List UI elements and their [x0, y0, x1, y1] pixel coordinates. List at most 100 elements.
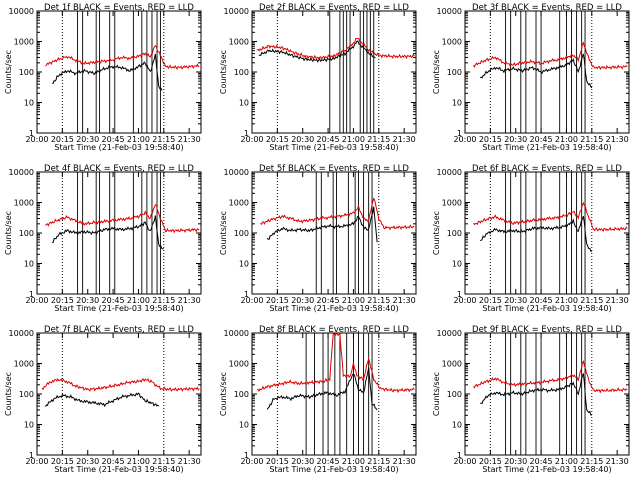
detector-panel-9: Det 9f BLACK = Events, RED = LLD 1 10 100 10…	[432, 325, 630, 474]
series-lld-red	[45, 204, 200, 234]
y-tick-label: 10	[239, 260, 249, 269]
y-tick-label: 100	[234, 68, 249, 77]
x-tick-label: 21:30	[606, 457, 629, 466]
series-lld-red	[473, 41, 628, 71]
y-tick-label: 10	[24, 421, 34, 430]
y-tick-label: 1000	[14, 38, 34, 47]
x-tick-label: 21:15	[367, 457, 390, 466]
x-tick-label: 21:00	[555, 296, 578, 305]
x-tick-label: 20:30	[76, 457, 99, 466]
x-axis-label: Start Time (21-Feb-03 19:58:40)	[54, 304, 183, 313]
x-tick-label: 21:15	[152, 457, 175, 466]
x-tick-label: 20:45	[102, 296, 125, 305]
y-axis-label: Counts/sec	[4, 211, 13, 255]
x-tick-label: 20:00	[453, 135, 476, 144]
series-events-black	[480, 216, 592, 252]
y-tick-label: 1000	[442, 360, 462, 369]
y-tick-label: 1000	[442, 38, 462, 47]
x-tick-label: 21:15	[580, 457, 603, 466]
x-tick-label: 20:00	[240, 135, 263, 144]
detector-panel-5: Det 5f BLACK = Events, RED = LLD 1 10 100 10…	[219, 164, 417, 313]
x-tick-label: 20:00	[25, 296, 48, 305]
y-axis-label: Counts/sec	[432, 211, 441, 255]
x-tick-label: 20:00	[240, 457, 263, 466]
panel-title: Det 6f BLACK = Events, RED = LLD	[472, 164, 622, 174]
x-tick-label: 20:00	[25, 135, 48, 144]
plot-frame	[251, 171, 417, 295]
x-tick-label: 21:00	[127, 135, 150, 144]
y-axis-label: Counts/sec	[4, 372, 13, 416]
x-tick-label: 20:15	[266, 135, 289, 144]
series-events-black	[45, 392, 160, 408]
y-tick-label: 100	[19, 390, 34, 399]
y-tick-label: 10	[452, 421, 462, 430]
series-events-black	[52, 53, 163, 91]
y-axis-label: Counts/sec	[432, 50, 441, 94]
x-axis-label: Start Time (21-Feb-03 19:58:40)	[269, 143, 398, 152]
x-tick-label: 21:30	[178, 135, 201, 144]
y-tick-label: 10000	[224, 329, 249, 338]
y-tick-label: 1000	[14, 360, 34, 369]
plot-frame	[464, 10, 630, 134]
x-tick-label: 20:15	[479, 457, 502, 466]
x-axis-label: Start Time (21-Feb-03 19:58:40)	[54, 143, 183, 152]
x-tick-label: 20:45	[530, 135, 553, 144]
panel-title: Det 3f BLACK = Events, RED = LLD	[472, 3, 622, 13]
series-lld-red	[41, 378, 200, 392]
x-axis-label: Start Time (21-Feb-03 19:58:40)	[54, 465, 183, 474]
plot-frame	[36, 332, 202, 456]
x-tick-label: 20:15	[51, 135, 74, 144]
x-tick-label: 20:30	[504, 135, 527, 144]
panel-title: Det 1f BLACK = Events, RED = LLD	[44, 3, 194, 13]
x-tick-label: 21:15	[367, 296, 390, 305]
x-tick-label: 21:00	[342, 135, 365, 144]
y-tick-label: 100	[234, 390, 249, 399]
series-lld-red	[257, 332, 415, 394]
y-tick-label: 10	[452, 260, 462, 269]
panel-title: Det 2f BLACK = Events, RED = LLD	[259, 3, 409, 13]
detector-panel-4: Det 4f BLACK = Events, RED = LLD 1 10 100 10…	[4, 164, 202, 313]
y-tick-label: 10000	[437, 7, 462, 16]
x-tick-label: 21:30	[393, 296, 416, 305]
x-tick-label: 21:00	[342, 296, 365, 305]
y-tick-label: 100	[19, 229, 34, 238]
x-tick-label: 21:30	[606, 296, 629, 305]
x-tick-label: 21:30	[393, 457, 416, 466]
y-tick-label: 10000	[224, 168, 249, 177]
y-tick-label: 1	[244, 290, 249, 299]
x-tick-label: 20:30	[504, 457, 527, 466]
y-tick-label: 1	[244, 451, 249, 460]
x-tick-label: 20:45	[102, 135, 125, 144]
x-tick-label: 20:30	[291, 296, 314, 305]
x-tick-label: 20:15	[479, 296, 502, 305]
detector-panel-8: Det 8f BLACK = Events, RED = LLD 1 10 100 10…	[219, 325, 417, 474]
x-tick-label: 20:30	[291, 457, 314, 466]
detector-panel-1: Det 1f BLACK = Events, RED = LLD 1 10 100 10…	[4, 3, 202, 152]
y-tick-label: 1	[244, 129, 249, 138]
detector-panel-6: Det 6f BLACK = Events, RED = LLD 1 10 100 10…	[432, 164, 630, 313]
y-tick-label: 1	[457, 129, 462, 138]
series-events-black	[480, 53, 593, 89]
y-tick-label: 10	[239, 421, 249, 430]
y-tick-label: 1000	[14, 199, 34, 208]
y-tick-label: 100	[447, 68, 462, 77]
series-lld-red	[473, 201, 628, 233]
y-tick-label: 1000	[229, 38, 249, 47]
panel-title: Det 7f BLACK = Events, RED = LLD	[44, 325, 194, 335]
y-tick-label: 10	[239, 99, 249, 108]
x-tick-label: 20:45	[317, 135, 340, 144]
series-lld-red	[45, 45, 200, 71]
x-tick-label: 20:00	[25, 457, 48, 466]
y-axis-label: Counts/sec	[432, 372, 441, 416]
series-events-black	[266, 367, 378, 411]
y-tick-label: 100	[447, 229, 462, 238]
x-tick-label: 20:15	[266, 296, 289, 305]
x-tick-label: 20:15	[51, 457, 74, 466]
x-tick-label: 21:15	[580, 135, 603, 144]
x-tick-label: 21:30	[393, 135, 416, 144]
x-axis-label: Start Time (21-Feb-03 19:58:40)	[269, 304, 398, 313]
x-tick-label: 21:30	[178, 457, 201, 466]
detector-panel-2: Det 2f BLACK = Events, RED = LLD 1 10 100 10…	[219, 3, 417, 152]
detector-panel-3: Det 3f BLACK = Events, RED = LLD 1 10 100 10…	[432, 3, 630, 152]
y-tick-label: 10000	[437, 168, 462, 177]
